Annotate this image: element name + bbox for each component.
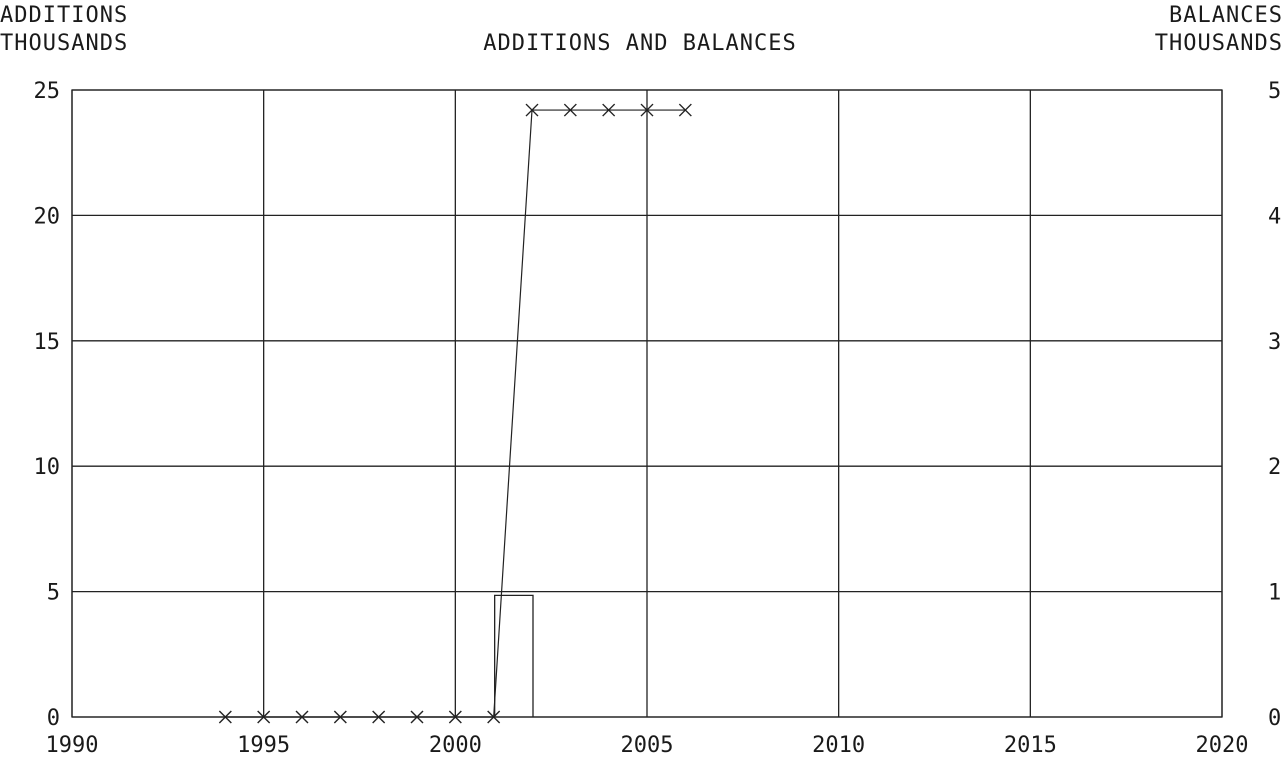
additions-marker — [448, 710, 462, 724]
y-left-tick-label: 25 — [34, 79, 61, 104]
additions-marker — [410, 710, 424, 724]
additions-marker — [372, 710, 386, 724]
additions-marker — [563, 103, 577, 117]
y-right-tick-label: 2 — [1268, 455, 1281, 480]
y-left-tick-label: 0 — [47, 706, 60, 731]
tick-labels: 1990 1995 2000 2005 2010 2015 2020051015202501… — [34, 79, 1282, 758]
x-tick-label: 1995 — [237, 733, 290, 758]
grid — [71, 89, 1223, 718]
x-tick-label: 2020 — [1196, 733, 1249, 758]
y-right-tick-label: 5 — [1268, 79, 1281, 104]
x-tick-label: 1990 — [46, 733, 99, 758]
left-axis-label-line-2: THOUSANDS — [0, 31, 128, 56]
additions-marker — [602, 103, 616, 117]
y-left-tick-label: 10 — [34, 455, 61, 480]
additions-marker — [640, 103, 654, 117]
series — [218, 103, 692, 724]
y-right-tick-label: 0 — [1268, 706, 1281, 731]
plot-frame — [71, 89, 1223, 718]
chart-title: ADDITIONS AND BALANCES — [483, 31, 796, 56]
y-left-tick-label: 20 — [34, 204, 61, 229]
left-axis-label-line-1: ADDITIONS — [0, 3, 128, 28]
additions-marker — [218, 710, 232, 724]
y-left-tick-label: 5 — [47, 581, 60, 606]
x-tick-label: 2000 — [429, 733, 482, 758]
y-right-tick-label: 1 — [1268, 581, 1281, 606]
x-tick-label: 2010 — [812, 733, 865, 758]
additions-marker — [333, 710, 347, 724]
additions-marker — [257, 710, 271, 724]
right-axis-label-line-1: BALANCES — [1169, 3, 1283, 28]
additions-marker — [487, 710, 501, 724]
additions-marker — [295, 710, 309, 724]
x-tick-label: 2005 — [621, 733, 674, 758]
y-right-tick-label: 4 — [1268, 204, 1281, 229]
balance-bar — [494, 594, 534, 717]
right-axis-label-line-2: THOUSANDS — [1155, 31, 1283, 56]
additions-marker — [525, 103, 539, 117]
y-right-tick-label: 3 — [1268, 330, 1281, 355]
additions-marker — [678, 103, 692, 117]
y-left-tick-label: 15 — [34, 330, 61, 355]
x-tick-label: 2015 — [1004, 733, 1057, 758]
